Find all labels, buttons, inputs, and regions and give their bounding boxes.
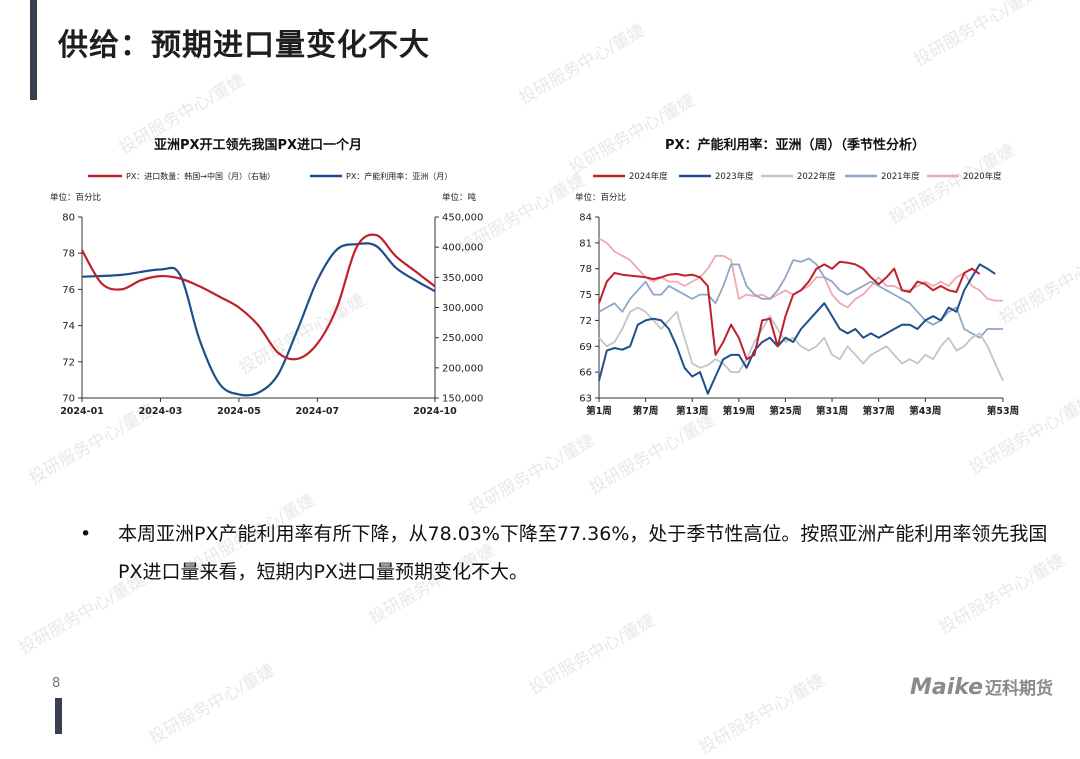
chart-left-left-tick-label: 76: [62, 285, 75, 296]
chart-right-x-tick-label: 第19周: [723, 405, 755, 417]
chart-right-x-tick-label: 第31周: [816, 405, 848, 417]
chart-left-right-tick-label: 250,000: [442, 333, 483, 344]
chart-right-axes: 63 66 69 72 75 78 81 84 第1周 第7周 第13周 第19周 第25周 第31周 第3…: [579, 213, 1019, 418]
chart-left-x-tick-label: 2024-01: [60, 406, 104, 417]
series-line-import: [81, 233, 436, 361]
chart-right-x-tick-label: 第53周: [987, 405, 1019, 417]
chart-left-x-tick-label: 2024-07: [296, 406, 340, 417]
chart-left-left-unit: 单位：百分比: [50, 192, 101, 203]
chart-right-y-tick-label: 84: [579, 213, 592, 224]
series-line-2023年度: [598, 263, 996, 395]
watermark-text: 投研服务中心/董婕: [465, 430, 599, 519]
bullet-text: 本周亚洲PX产能利用率有所下降，从78.03%下降至77.36%，处于季节性高位…: [118, 523, 1048, 583]
footer-accent-bar: [55, 698, 62, 734]
chart-right-x-tick-label: 第25周: [769, 405, 801, 417]
chart-right-x-tick-label: 第1周: [586, 405, 612, 417]
chart-right-y-tick-label: 63: [579, 394, 592, 405]
chart-right-series: [598, 237, 1004, 395]
chart-left-right-unit: 单位：吨: [442, 192, 477, 203]
chart-right-legend: 2024年度 2023年度 2022年度 2021年度 2020年度: [593, 171, 1002, 182]
chart-right-y-tick-label: 72: [579, 316, 592, 327]
chart-right-left-unit: 单位：百分比: [575, 192, 626, 203]
chart-left-axes: 70 72 74 76 78 80 150,000 200,000 250,000 300,000…: [60, 213, 483, 418]
watermark-text: 投研服务中心/董婕: [525, 610, 659, 699]
series-line-2022年度: [598, 306, 1004, 382]
chart-right-y-tick-label: 78: [579, 264, 592, 275]
page-number: 8: [52, 676, 61, 691]
chart-left-right-tick-label: 450,000: [442, 213, 483, 224]
chart-right-y-tick-label: 66: [579, 368, 592, 379]
logo-word: Maike: [910, 675, 984, 700]
legend-label-2024年度: 2024年度: [629, 171, 668, 182]
chart-left-x-tick-label: 2024-05: [217, 406, 261, 417]
legend-label-2023年度: 2023年度: [715, 171, 754, 182]
chart-right-y-tick-label: 81: [579, 238, 592, 249]
chart-left-legend: PX：进口数量：韩国→中国（月）（右轴） PX：产能利用率：亚洲（月）: [88, 171, 452, 181]
watermark-text: 投研服务中心/董婕: [910, 0, 1044, 71]
chart-left-left-tick-label: 80: [62, 213, 75, 224]
chart-left-right-tick-label: 150,000: [442, 394, 483, 405]
chart-left-title: 亚洲PX开工领先我国PX进口一个月: [154, 137, 362, 153]
chart-left-left-tick-label: 78: [62, 249, 75, 260]
watermark-text: 投研服务中心/董婕: [145, 660, 279, 749]
title-accent-bar: [30, 0, 37, 100]
watermark-text: 投研服务中心/董婕: [695, 670, 829, 759]
chart-right-x-tick-label: 第43周: [909, 405, 941, 417]
chart-right-y-tick-label: 75: [579, 290, 592, 301]
legend-label-2022年度: 2022年度: [797, 171, 836, 182]
chart-right-y-tick-label: 69: [579, 342, 592, 353]
watermark-text: 投研服务中心/董婕: [515, 20, 649, 109]
chart-left-left-tick-label: 74: [62, 321, 75, 332]
chart-right-x-tick-label: 第37周: [863, 405, 895, 417]
chart-left-left-tick-label: 70: [62, 394, 75, 405]
chart-left-right-tick-label: 350,000: [442, 273, 483, 284]
chart-left-series: [81, 233, 436, 397]
page-title: 供给：预期进口量变化不大: [58, 28, 430, 63]
legend-label-import: PX：进口数量：韩国→中国（月）（右轴）: [126, 171, 275, 181]
chart-left-right-tick-label: 400,000: [442, 243, 483, 254]
series-line-2021年度: [598, 257, 1003, 339]
bullet-symbol: •: [80, 523, 92, 545]
chart-left-right-tick-label: 300,000: [442, 303, 483, 314]
chart-left-x-tick-label: 2024-10: [413, 406, 457, 417]
chart-left: 亚洲PX开工领先我国PX进口一个月 PX：进口数量：韩国→中国（月）（右轴） P…: [50, 137, 483, 418]
legend-label-2020年度: 2020年度: [963, 171, 1002, 182]
chart-right-x-tick-label: 第13周: [676, 405, 708, 417]
chart-right: PX：产能利用率：亚洲（周）（季节性分析） 2024年度 2023年度 2022年度…: [575, 137, 1019, 418]
series-line-2020年度: [598, 237, 1003, 309]
chart-right-title: PX：产能利用率：亚洲（周）（季节性分析）: [665, 137, 925, 153]
chart-left-left-tick-label: 72: [62, 357, 75, 368]
legend-label-2021年度: 2021年度: [881, 171, 920, 182]
logo-cn: 迈科期货: [985, 679, 1054, 699]
company-logo: Maike 迈科期货: [910, 674, 1053, 704]
chart-right-x-tick-label: 第7周: [633, 405, 659, 417]
series-line-2024年度: [598, 260, 981, 361]
series-line-utilization: [81, 242, 436, 397]
legend-label-utilization: PX：产能利用率：亚洲（月）: [346, 171, 452, 181]
chart-left-x-tick-label: 2024-03: [139, 406, 183, 417]
chart-left-right-tick-label: 200,000: [442, 363, 483, 374]
